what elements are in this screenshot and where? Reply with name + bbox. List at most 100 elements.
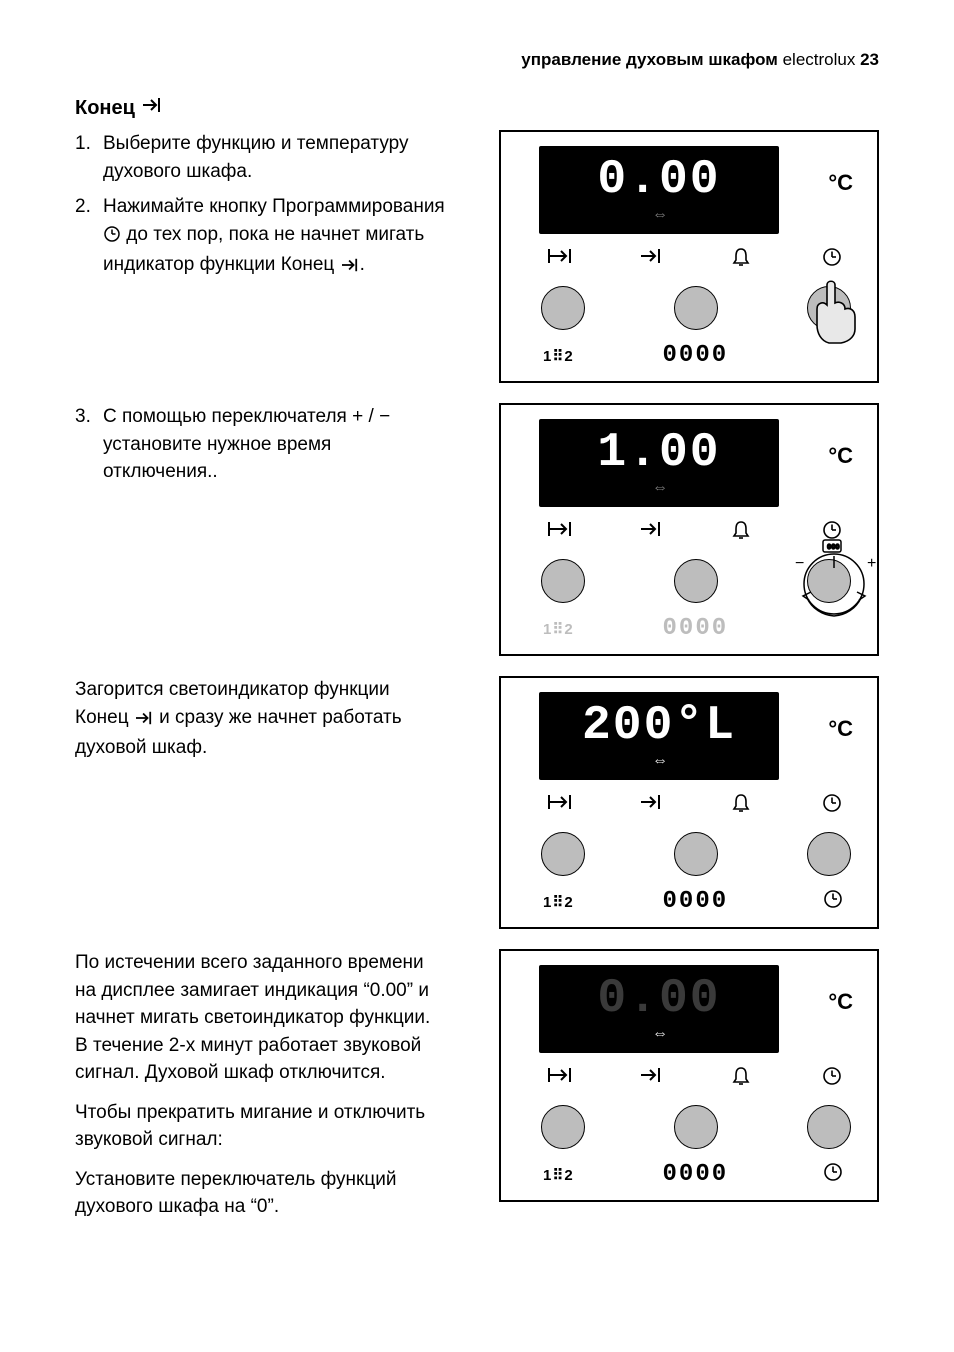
svg-text:−: − xyxy=(795,555,804,572)
clock-icon xyxy=(822,1170,844,1187)
left-col-3: Загорится светоиндикатор функции Конец и… xyxy=(75,676,465,774)
row-2: 3. С помощью переключателя + / − установ… xyxy=(75,403,879,656)
duration-icon xyxy=(545,246,575,274)
panel-button[interactable] xyxy=(807,1105,851,1149)
control-panel-1: °C0.00⇔1⠿20000 xyxy=(499,130,879,383)
step-3-suffix: установите нужное время отключения.. xyxy=(103,434,331,483)
end-arrow-icon xyxy=(134,707,154,735)
panel-button[interactable] xyxy=(541,832,585,876)
panel-button[interactable] xyxy=(541,286,585,330)
panel-button[interactable] xyxy=(807,832,851,876)
end-icon xyxy=(636,246,666,274)
step-2-suffix: до тех пор, пока не начнет мигать индика… xyxy=(103,224,424,276)
minus-symbol: − xyxy=(379,406,390,427)
step-3-prefix: С помощью переключателя xyxy=(103,406,352,427)
step-3-text: С помощью переключателя + / − установите… xyxy=(103,403,445,486)
step-2: 2. Нажимайте кнопку Программирования до … xyxy=(75,193,445,282)
display-sub-arrows-icon: ⇔ xyxy=(652,752,666,770)
end-icon xyxy=(636,792,666,820)
step-2-prefix: Нажимайте кнопку Программирования xyxy=(103,196,445,217)
left-col-2: 3. С помощью переключателя + / − установ… xyxy=(75,403,465,494)
secondary-digits: 0000 xyxy=(663,342,729,369)
right-col-2: °C1.00⇔1⠿20000000−+ xyxy=(465,403,879,656)
header-page-number: 23 xyxy=(860,50,879,69)
button-row xyxy=(519,830,859,880)
display-sub-arrows-icon: ⇔ xyxy=(652,206,666,224)
oven-display: 0.00 ⇔ xyxy=(539,965,779,1053)
display-digits: 0.00 xyxy=(597,156,720,204)
paragraph-1: Загорится светоиндикатор функции Конец и… xyxy=(75,676,445,762)
step-1-text: Выберите функцию и температуру духового … xyxy=(103,130,445,185)
paragraph-4: Установите переключатель функций духовог… xyxy=(75,1166,445,1221)
right-col-3: °C 200°L ⇔ 1⠿20000 xyxy=(465,676,879,929)
row-3: Загорится светоиндикатор функции Конец и… xyxy=(75,676,879,929)
zone-indicator: 1⠿2 xyxy=(543,347,574,365)
step-3-number: 3. xyxy=(75,403,103,486)
end-icon xyxy=(636,519,666,547)
clock-icon xyxy=(817,1065,847,1093)
zone-indicator: 1⠿2 xyxy=(543,620,574,638)
panel-button[interactable] xyxy=(674,832,718,876)
row-4: По истечении всего заданного времени на … xyxy=(75,949,879,1233)
celsius-label: °C xyxy=(828,716,853,742)
duration-icon xyxy=(545,519,575,547)
step-1: 1. Выберите функцию и температуру духово… xyxy=(75,130,445,185)
paragraph-3: Чтобы прекратить мигание и отключить зву… xyxy=(75,1099,445,1154)
step-1-number: 1. xyxy=(75,130,103,185)
function-icon-row xyxy=(519,780,859,830)
display-digits: 1.00 xyxy=(597,429,720,477)
page: управление духовым шкафом electrolux 23 … xyxy=(0,0,954,1352)
panel-button[interactable] xyxy=(541,559,585,603)
page-header: управление духовым шкафом electrolux 23 xyxy=(75,50,879,70)
paragraph-2: По истечении всего заданного времени на … xyxy=(75,949,445,1087)
step-2-text: Нажимайте кнопку Программирования до тех… xyxy=(103,193,445,282)
control-panel-4: °C 0.00 ⇔ 1⠿2 0000 xyxy=(499,949,879,1202)
alarm-icon xyxy=(726,246,756,274)
slash-symbol: / xyxy=(363,406,379,427)
panel-button[interactable] xyxy=(674,1105,718,1149)
alarm-icon xyxy=(726,519,756,547)
display-digits: 200°L xyxy=(582,702,736,750)
end-icon xyxy=(636,1065,666,1093)
end-arrow-icon xyxy=(141,96,163,120)
oven-display: 1.00 ⇔ xyxy=(539,419,779,507)
secondary-digits: 0000 xyxy=(663,615,729,642)
panel-button[interactable] xyxy=(541,1105,585,1149)
right-col-1: °C0.00⇔1⠿20000 xyxy=(465,130,879,383)
control-panel-2: °C1.00⇔1⠿20000000−+ xyxy=(499,403,879,656)
celsius-label: °C xyxy=(828,989,853,1015)
clock-icon xyxy=(817,792,847,820)
zone-indicator: 1⠿2 xyxy=(543,893,574,911)
oven-display: 0.00 ⇔ xyxy=(539,146,779,234)
clock-icon xyxy=(822,897,844,914)
clock-icon xyxy=(103,224,121,252)
display-digits: 0.00 xyxy=(597,975,720,1023)
plus-symbol: + xyxy=(352,406,363,427)
button-row xyxy=(519,1103,859,1153)
duration-icon xyxy=(545,792,575,820)
display-sub-arrows-icon: ⇔ xyxy=(652,479,666,497)
alarm-icon xyxy=(726,1065,756,1093)
step-3: 3. С помощью переключателя + / − установ… xyxy=(75,403,445,486)
secondary-digits: 0000 xyxy=(663,1161,729,1188)
rotary-knob-icon: 000−+ xyxy=(789,538,879,618)
display-sub-arrows-icon: ⇔ xyxy=(652,1025,666,1043)
zone-indicator: 1⠿2 xyxy=(543,1166,574,1184)
panel-button[interactable] xyxy=(674,559,718,603)
panel-button[interactable] xyxy=(674,286,718,330)
right-col-4: °C 0.00 ⇔ 1⠿2 0000 xyxy=(465,949,879,1202)
left-col-4: По истечении всего заданного времени на … xyxy=(75,949,465,1233)
step-2-number: 2. xyxy=(75,193,103,282)
alarm-icon xyxy=(726,792,756,820)
header-section: управление духовым шкафом xyxy=(521,50,778,69)
clock-icon xyxy=(817,246,847,274)
header-brand: electrolux xyxy=(778,50,860,69)
section-title: Конец xyxy=(75,96,879,120)
celsius-label: °C xyxy=(828,443,853,469)
finger-press-icon xyxy=(807,277,867,337)
svg-text:+: + xyxy=(867,555,876,572)
control-panel-3: °C 200°L ⇔ 1⠿20000 xyxy=(499,676,879,929)
title-text: Конец xyxy=(75,97,135,120)
function-icon-row xyxy=(519,1053,859,1103)
panel-bottom-row: 1⠿20000 xyxy=(519,880,859,917)
